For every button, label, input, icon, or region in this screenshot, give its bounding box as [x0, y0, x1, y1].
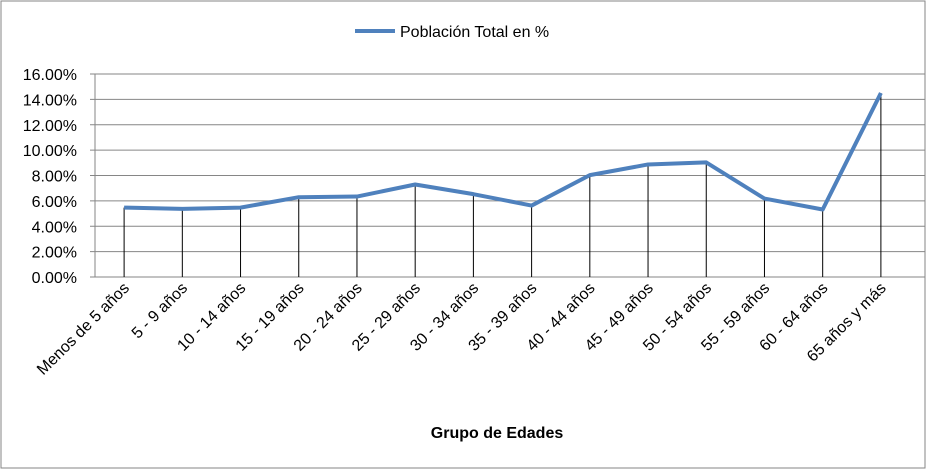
y-tick-label: 4.00% — [32, 219, 77, 236]
legend: Población Total en % — [355, 24, 549, 41]
y-tick-label: 2.00% — [32, 245, 77, 262]
y-tick-label: 12.00% — [23, 118, 77, 135]
y-tick-label: 6.00% — [32, 194, 77, 211]
series-line — [124, 92, 883, 212]
y-tick-label: 0.00% — [32, 270, 77, 287]
y-tick-label: 16.00% — [23, 67, 77, 84]
y-tick-label: 14.00% — [23, 92, 77, 109]
x-axis-title: Grupo de Edades — [431, 425, 564, 442]
y-tick-label: 8.00% — [32, 169, 77, 186]
y-tick-label: 10.00% — [23, 143, 77, 160]
legend-label: Población Total en % — [400, 24, 549, 41]
